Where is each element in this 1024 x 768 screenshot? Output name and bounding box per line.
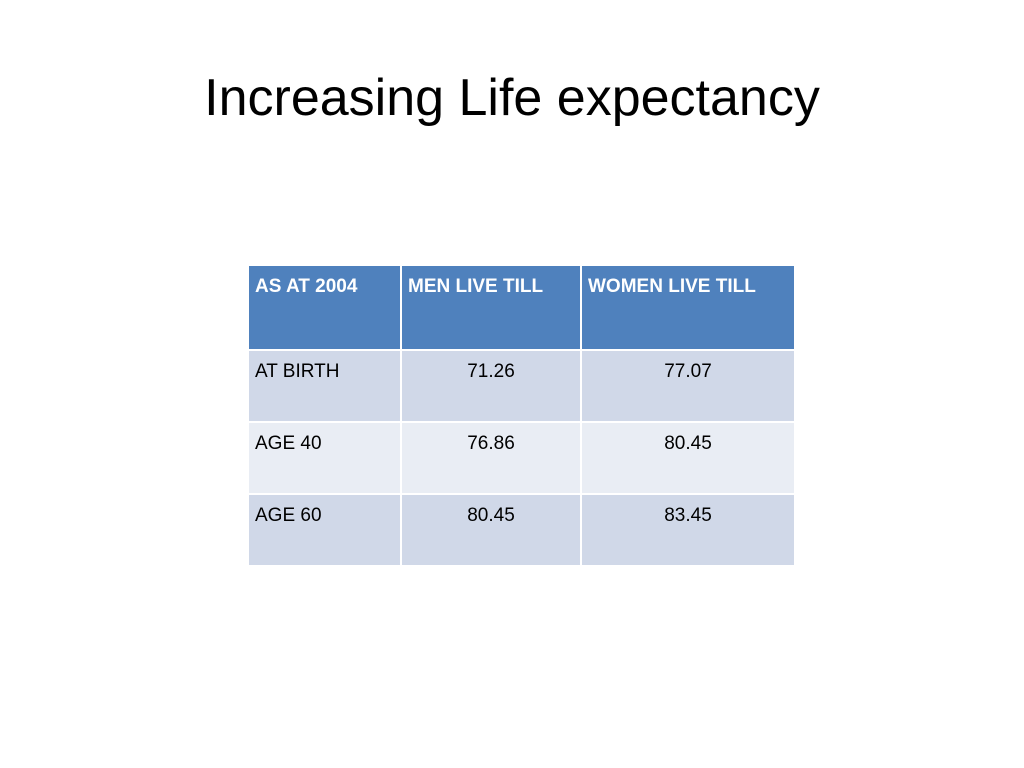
slide-title: Increasing Life expectancy [204,69,820,127]
row-label-cell: AGE 60 [247,493,402,567]
header-cell-women: WOMEN LIVE TILL [580,264,796,351]
men-value-cell: 80.45 [400,493,582,567]
table-header-row: AS AT 2004 MEN LIVE TILL WOMEN LIVE TILL [247,264,796,351]
women-value-cell: 83.45 [580,493,796,567]
table-row: AT BIRTH 71.26 77.07 [247,349,796,423]
women-value-cell: 80.45 [580,421,796,495]
life-expectancy-table: AS AT 2004 MEN LIVE TILL WOMEN LIVE TILL… [247,264,796,567]
men-value-cell: 76.86 [400,421,582,495]
row-label-cell: AT BIRTH [247,349,402,423]
women-value-cell: 77.07 [580,349,796,423]
header-cell-men: MEN LIVE TILL [400,264,582,351]
table-row: AGE 40 76.86 80.45 [247,421,796,495]
table-row: AGE 60 80.45 83.45 [247,493,796,567]
men-value-cell: 71.26 [400,349,582,423]
header-cell-as-at: AS AT 2004 [247,264,402,351]
row-label-cell: AGE 40 [247,421,402,495]
